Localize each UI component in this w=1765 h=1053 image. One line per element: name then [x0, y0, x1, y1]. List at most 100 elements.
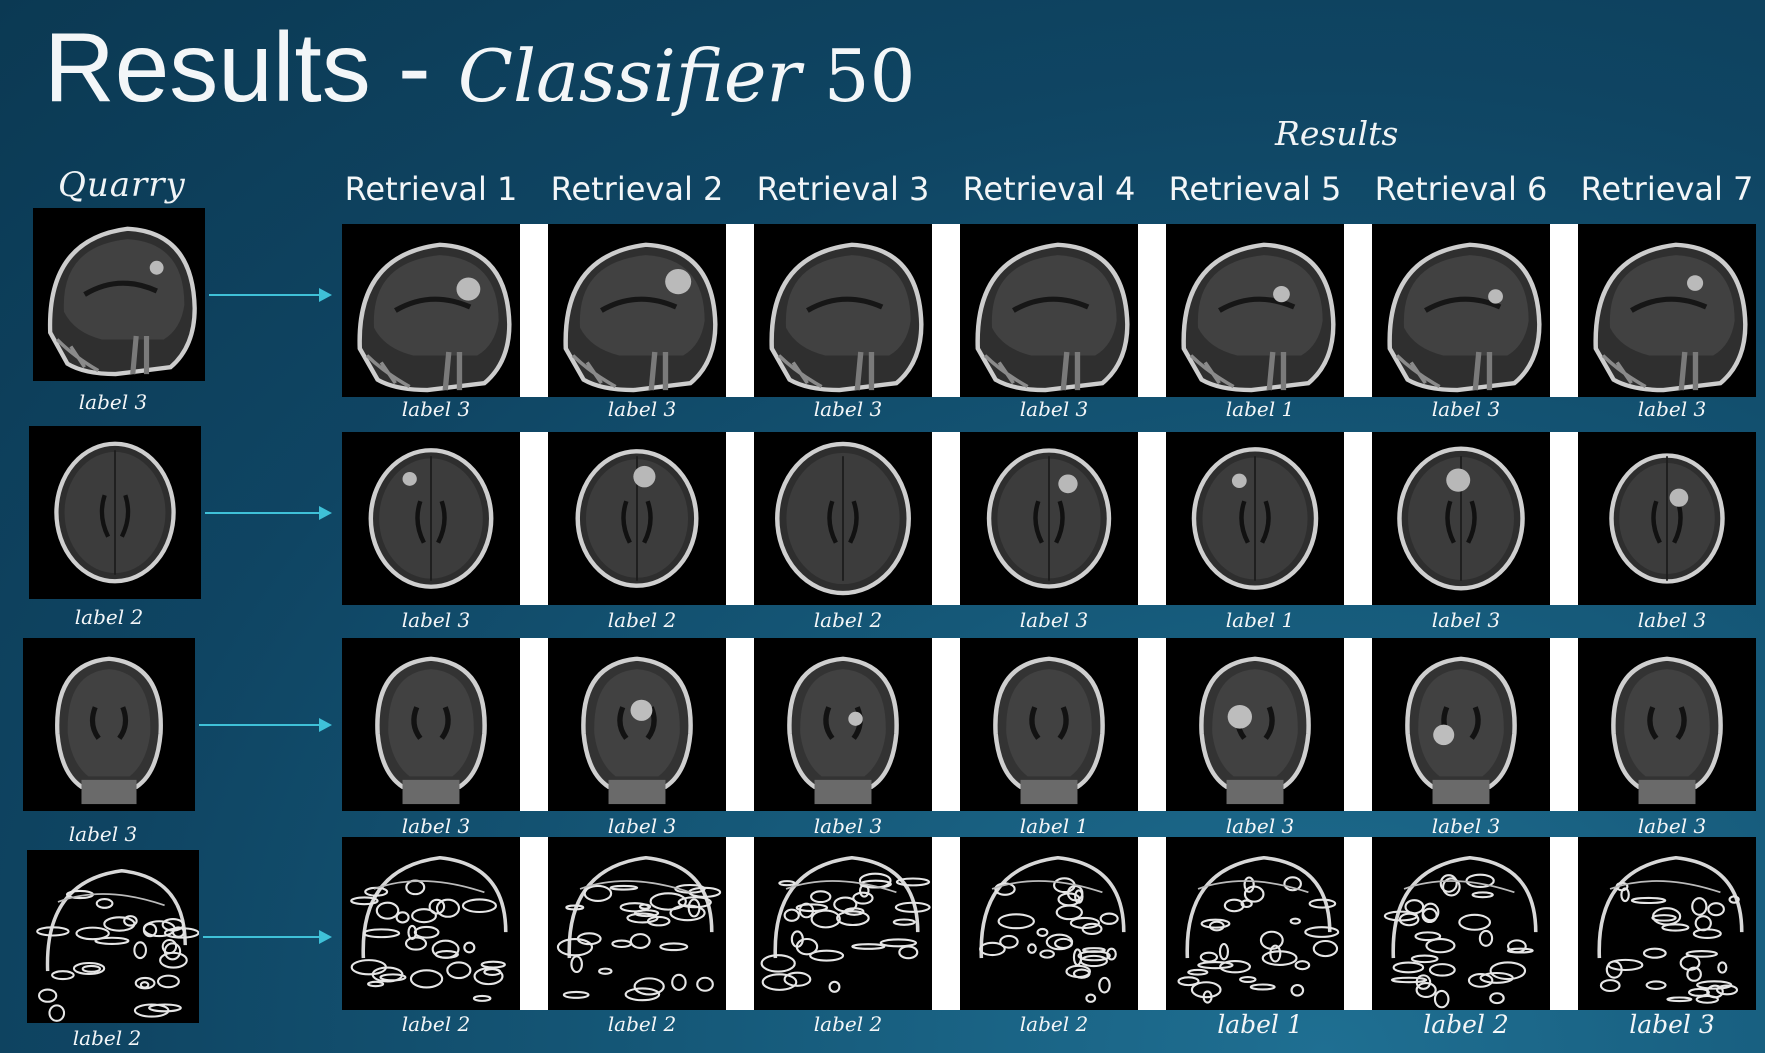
- retrieval-image[interactable]: [1578, 638, 1756, 811]
- retrieval-label: label 3: [401, 397, 471, 421]
- separator: [932, 432, 960, 605]
- arrow-icon: [199, 718, 332, 732]
- separator: [1344, 224, 1372, 397]
- separator: [520, 837, 548, 1010]
- retrieval-label: label 2: [1019, 1012, 1089, 1036]
- retrieval-label: label 3: [1019, 608, 1089, 632]
- query-image[interactable]: [23, 638, 195, 811]
- retrieval-label: label 3: [1431, 814, 1501, 838]
- column-header-retrieval-7: Retrieval 7: [1580, 170, 1754, 208]
- retrieval-label: label 3: [607, 814, 677, 838]
- retrieval-image[interactable]: [548, 638, 726, 811]
- separator: [932, 224, 960, 397]
- separator: [1550, 638, 1578, 811]
- separator: [726, 638, 754, 811]
- query-image[interactable]: [27, 850, 199, 1023]
- column-header-retrieval-4: Retrieval 4: [962, 170, 1136, 208]
- retrieval-label: label 3: [1629, 1010, 1715, 1039]
- separator: [932, 638, 960, 811]
- retrieval-image[interactable]: [960, 638, 1138, 811]
- retrieval-label: label 1: [1225, 397, 1295, 421]
- retrieval-image[interactable]: [1578, 837, 1756, 1010]
- retrieval-image[interactable]: [1372, 837, 1550, 1010]
- separator: [1138, 638, 1166, 811]
- separator: [1344, 638, 1372, 811]
- retrieval-label: label 3: [1637, 397, 1707, 421]
- retrieval-image[interactable]: [1166, 432, 1344, 605]
- retrieval-image[interactable]: [754, 224, 932, 397]
- retrieval-label: label 1: [1217, 1010, 1303, 1039]
- page-title: Results - Classifier 50: [44, 12, 916, 122]
- retrieval-image[interactable]: [342, 224, 520, 397]
- retrieval-label: label 3: [1225, 814, 1295, 838]
- retrieval-image[interactable]: [1166, 638, 1344, 811]
- retrieval-image[interactable]: [342, 432, 520, 605]
- separator: [1550, 432, 1578, 605]
- retrieval-image[interactable]: [960, 224, 1138, 397]
- retrieval-label: label 2: [813, 608, 883, 632]
- separator: [1550, 224, 1578, 397]
- retrieval-image[interactable]: [342, 837, 520, 1010]
- separator: [932, 837, 960, 1010]
- query-label: label 2: [72, 1026, 142, 1050]
- separator: [1550, 837, 1578, 1010]
- separator: [520, 638, 548, 811]
- retrieval-image[interactable]: [754, 837, 932, 1010]
- retrieval-label: label 2: [1423, 1010, 1509, 1039]
- query-image[interactable]: [29, 426, 201, 599]
- retrieval-label: label 3: [813, 397, 883, 421]
- column-header-retrieval-3: Retrieval 3: [756, 170, 930, 208]
- results-heading: Results: [1275, 114, 1399, 153]
- retrieval-image[interactable]: [548, 837, 726, 1010]
- retrieval-label: label 3: [1637, 608, 1707, 632]
- retrieval-label: label 2: [607, 1012, 677, 1036]
- column-header-retrieval-1: Retrieval 1: [344, 170, 518, 208]
- query-label: label 2: [74, 605, 144, 629]
- column-header-retrieval-5: Retrieval 5: [1168, 170, 1342, 208]
- retrieval-label: label 2: [607, 608, 677, 632]
- retrieval-label: label 3: [1019, 397, 1089, 421]
- separator: [726, 432, 754, 605]
- separator: [1138, 432, 1166, 605]
- separator: [1344, 837, 1372, 1010]
- retrieval-image[interactable]: [960, 432, 1138, 605]
- retrieval-image[interactable]: [1166, 837, 1344, 1010]
- column-header-retrieval-6: Retrieval 6: [1374, 170, 1548, 208]
- retrieval-image[interactable]: [960, 837, 1138, 1010]
- retrieval-label: label 3: [401, 608, 471, 632]
- retrieval-image[interactable]: [1372, 638, 1550, 811]
- retrieval-label: label 3: [1637, 814, 1707, 838]
- retrieval-label: label 3: [607, 397, 677, 421]
- retrieval-label: label 3: [401, 814, 471, 838]
- quarry-heading: Quarry: [58, 165, 186, 205]
- retrieval-image[interactable]: [754, 638, 932, 811]
- retrieval-image[interactable]: [548, 224, 726, 397]
- retrieval-label: label 3: [1431, 608, 1501, 632]
- separator: [520, 224, 548, 397]
- retrieval-label: label 3: [1431, 397, 1501, 421]
- retrieval-image[interactable]: [1166, 224, 1344, 397]
- arrow-icon: [203, 930, 332, 944]
- column-header-retrieval-2: Retrieval 2: [550, 170, 724, 208]
- separator: [520, 432, 548, 605]
- retrieval-image[interactable]: [342, 638, 520, 811]
- retrieval-image[interactable]: [1372, 432, 1550, 605]
- retrieval-image[interactable]: [1578, 224, 1756, 397]
- retrieval-label: label 2: [813, 1012, 883, 1036]
- retrieval-image[interactable]: [1372, 224, 1550, 397]
- retrieval-image[interactable]: [754, 432, 932, 605]
- retrieval-label: label 3: [813, 814, 883, 838]
- separator: [726, 224, 754, 397]
- query-label: label 3: [78, 390, 148, 414]
- separator: [1138, 837, 1166, 1010]
- retrieval-label: label 2: [401, 1012, 471, 1036]
- retrieval-image[interactable]: [1578, 432, 1756, 605]
- retrieval-label: label 1: [1019, 814, 1089, 838]
- query-label: label 3: [68, 822, 138, 846]
- separator: [1138, 224, 1166, 397]
- separator: [726, 837, 754, 1010]
- retrieval-image[interactable]: [548, 432, 726, 605]
- query-image[interactable]: [33, 208, 205, 381]
- separator: [1344, 432, 1372, 605]
- arrow-icon: [205, 506, 332, 520]
